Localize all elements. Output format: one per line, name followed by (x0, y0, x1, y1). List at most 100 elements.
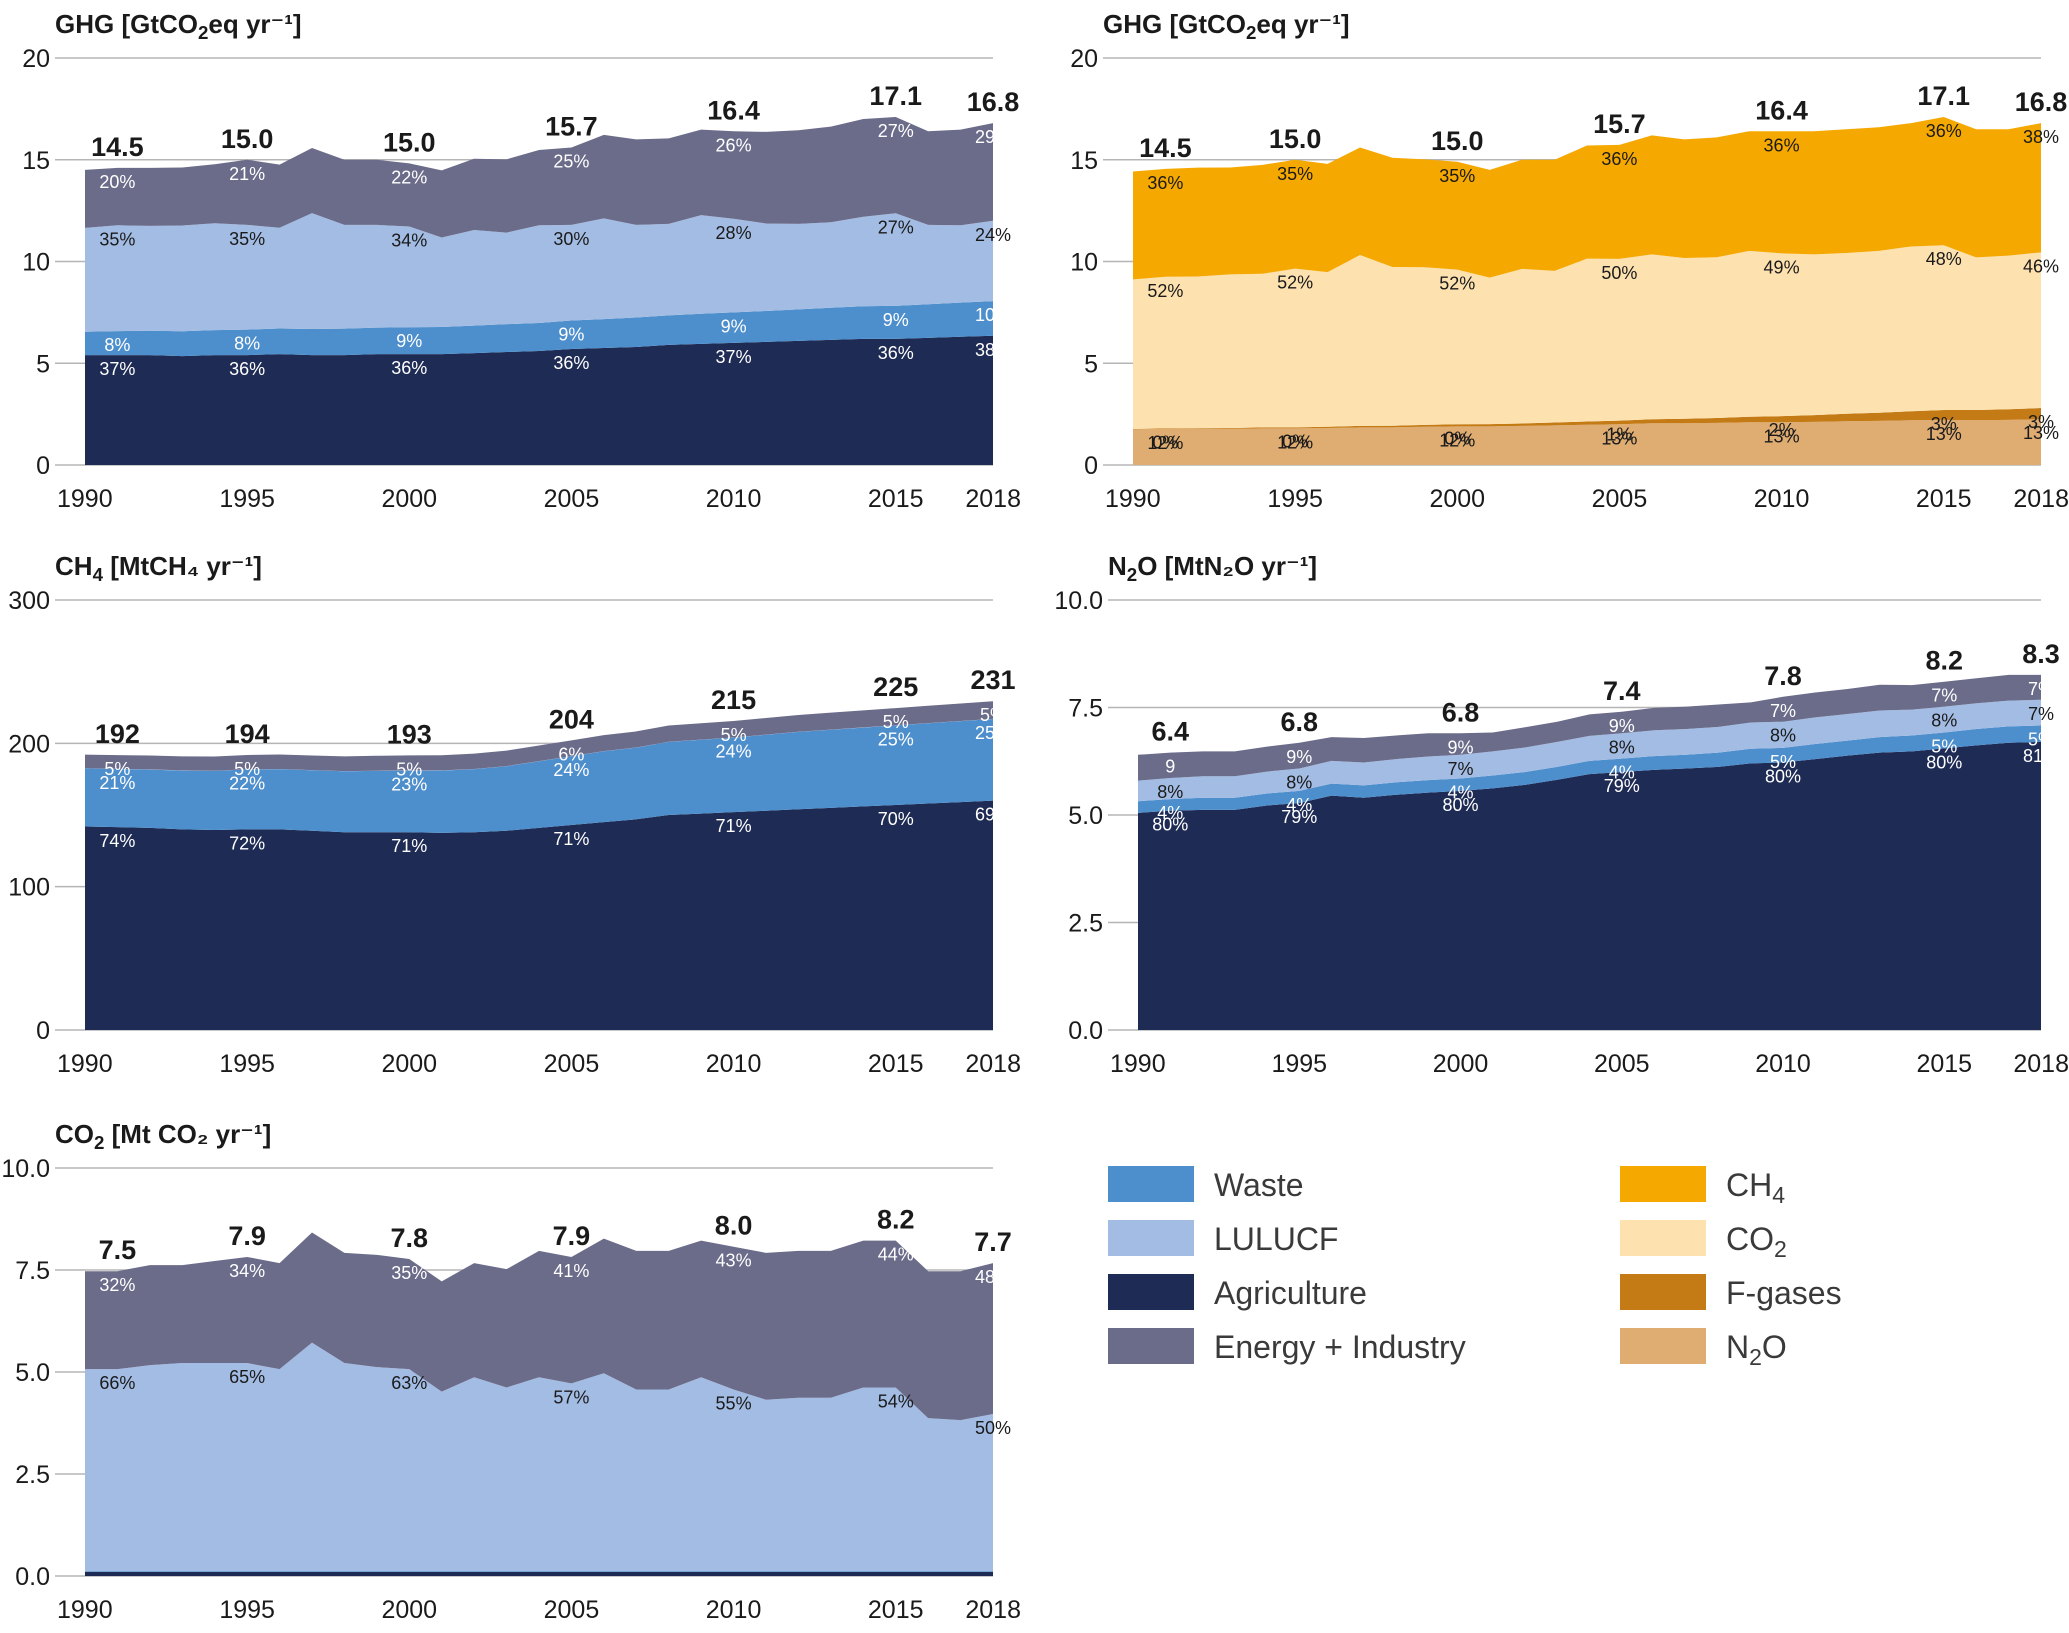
x-tick-label: 2015 (868, 1050, 924, 1078)
y-tick-label: 10.0 (1, 1155, 50, 1183)
legend-swatch (1620, 1166, 1706, 1202)
x-tick-label: 2015 (1916, 485, 1972, 513)
chart-title: CH4 [MtCH₄ yr⁻¹] (55, 551, 262, 585)
total-label: 15.0 (383, 127, 436, 157)
x-tick-label: 2010 (706, 485, 762, 513)
share-label: 7% (2028, 704, 2054, 724)
share-label: 71% (553, 829, 589, 849)
legend-swatch (1108, 1274, 1194, 1310)
y-tick-label: 0.0 (1068, 1017, 1103, 1045)
y-tick-label: 20 (22, 45, 50, 73)
y-tick-label: 5.0 (15, 1359, 50, 1387)
share-label: 8% (1931, 711, 1957, 731)
y-tick-label: 5 (36, 350, 50, 378)
share-label: 7% (1770, 701, 1796, 721)
total-label: 6.8 (1442, 697, 1480, 727)
share-label: 23% (391, 775, 427, 795)
share-label: 5% (104, 759, 130, 779)
share-label: 3% (2028, 412, 2054, 432)
chart-ch4-by-sector: CH4 [MtCH₄ yr⁻¹] 0 100 200 300 1990 1995 2000 20… (8, 551, 1021, 1078)
total-label: 8.2 (1925, 646, 1963, 676)
share-label: 24% (553, 760, 589, 780)
share-label: 22% (391, 167, 427, 187)
total-label: 204 (549, 704, 594, 734)
x-tick-label: 1995 (219, 1050, 275, 1078)
share-label: 3% (1931, 414, 1957, 434)
total-label: 16.8 (2015, 87, 2068, 117)
y-tick-label: 10.0 (1054, 587, 1103, 615)
area-waste (1138, 725, 2041, 813)
total-label: 16.8 (967, 87, 1020, 117)
x-tick-label: 1990 (57, 1596, 113, 1624)
share-label: 38% (975, 340, 1011, 360)
x-tick-label: 2015 (868, 1596, 924, 1624)
share-label: 79% (1281, 807, 1317, 827)
total-label: 15.7 (545, 112, 598, 142)
share-label: 12% (1147, 433, 1183, 453)
share-label: 5% (1931, 736, 1957, 756)
x-tick-label: 2000 (1429, 485, 1485, 513)
y-tick-label: 100 (8, 874, 50, 902)
share-label: 5% (883, 712, 909, 732)
chart-ghg-by-sector: GHG [GtCO2eq yr⁻¹] 0 5 10 15 20 1990 1995 2000 20… (22, 9, 1021, 513)
share-label: 46% (2023, 256, 2059, 276)
total-label: 7.8 (391, 1223, 429, 1253)
legend-label: Energy + Industry (1214, 1329, 1466, 1365)
share-label: 13% (1764, 426, 1800, 446)
area-agriculture (1138, 741, 2041, 1030)
share-label: 26% (716, 135, 752, 155)
share-label: 8% (1286, 773, 1312, 793)
total-label: 8.3 (2022, 639, 2060, 669)
share-label: 48% (1926, 249, 1962, 269)
x-tick-label: 2010 (1755, 1050, 1811, 1078)
share-label: 9% (883, 310, 909, 330)
area-waste (85, 301, 993, 357)
chart-title: GHG [GtCO2eq yr⁻¹] (1103, 9, 1350, 43)
share-label: 7% (1931, 686, 1957, 706)
share-label: 48% (975, 1267, 1011, 1287)
y-tick-label: 10 (1070, 249, 1098, 277)
x-tick-label: 2005 (544, 1050, 600, 1078)
y-tick-label: 2.5 (1068, 910, 1103, 938)
total-label: 14.5 (91, 132, 144, 162)
area-waste (85, 1571, 993, 1572)
share-label: 4% (1286, 795, 1312, 815)
share-label: 69% (975, 805, 1011, 825)
x-tick-label: 1995 (1271, 1050, 1327, 1078)
share-label: 54% (878, 1392, 914, 1412)
share-label: 35% (1277, 164, 1313, 184)
share-label: 44% (878, 1245, 914, 1265)
share-label: 66% (99, 1373, 135, 1393)
chart-ghg-by-gas: GHG [GtCO2eq yr⁻¹] 0 5 10 15 20 1990 1995 2000 20… (1070, 9, 2069, 513)
total-label: 16.4 (707, 95, 760, 125)
share-label: 8% (1609, 737, 1635, 757)
x-tick-label: 1995 (219, 1596, 275, 1624)
share-label: 57% (553, 1387, 589, 1407)
legend-swatch (1108, 1328, 1194, 1364)
share-label: 55% (716, 1394, 752, 1414)
x-tick-label: 2005 (544, 485, 600, 513)
x-tick-label: 2010 (706, 1050, 762, 1078)
x-tick-label: 2000 (381, 1050, 437, 1078)
share-label: 30% (553, 229, 589, 249)
legend-gases: CH4 CO2 F-gases N2O (1620, 1166, 1842, 1370)
share-label: 36% (1147, 173, 1183, 193)
y-tick-label: 0 (36, 452, 50, 480)
share-label: 9% (1286, 747, 1312, 767)
total-label: 215 (711, 685, 756, 715)
x-tick-label: 1995 (219, 485, 275, 513)
share-label: 36% (1926, 121, 1962, 141)
share-label: 1% (1606, 425, 1632, 445)
y-tick-label: 10 (22, 249, 50, 277)
share-label: 12% (1439, 430, 1475, 450)
total-label: 14.5 (1139, 133, 1192, 163)
chart-title: N2O [MtN₂O yr⁻¹] (1108, 551, 1317, 585)
share-label: 8% (1770, 726, 1796, 746)
share-label: 10% (975, 305, 1011, 325)
share-label: 35% (99, 229, 135, 249)
x-tick-label: 2018 (2013, 485, 2069, 513)
share-label: 50% (1601, 263, 1637, 283)
share-label: 21% (99, 773, 135, 793)
share-label: 35% (229, 229, 265, 249)
